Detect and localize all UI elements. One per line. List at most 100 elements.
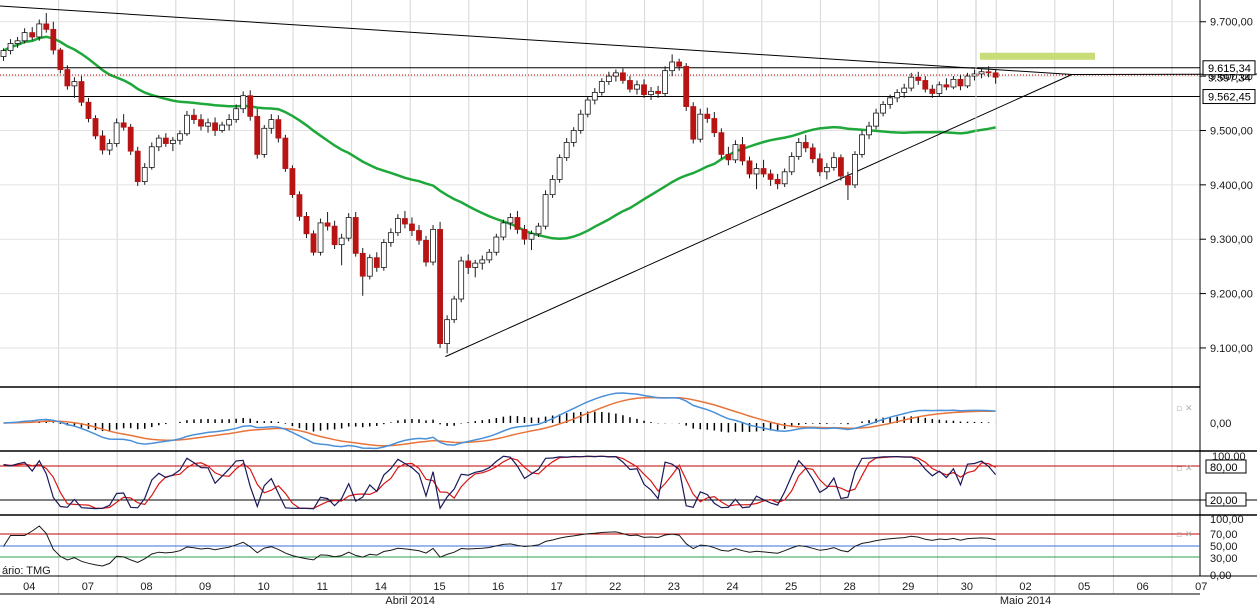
stochastic-k-line <box>3 455 997 510</box>
trendline-resistance[interactable] <box>0 5 1073 75</box>
candle-up <box>556 157 563 180</box>
candle-down <box>134 150 141 182</box>
candle-up <box>493 236 500 253</box>
candle-up <box>366 257 373 277</box>
candle-up <box>612 72 619 77</box>
candle-up <box>507 217 514 224</box>
candle-down <box>212 122 218 131</box>
candle-down <box>802 142 809 149</box>
candle-up <box>887 97 894 105</box>
candle-up <box>788 156 795 173</box>
candle-up <box>732 144 739 161</box>
candle-down <box>29 32 36 38</box>
price-gridlines <box>0 21 1200 349</box>
candle-up <box>781 171 788 185</box>
candle-down <box>310 233 317 253</box>
candle-down <box>162 137 169 144</box>
candle-down <box>760 168 767 175</box>
date-axis: 04 07 08 09 10 11 14 15 16 17 22 23 24 25 28 29 30 02 05 06… <box>0 575 1257 604</box>
day-label: 23 <box>668 581 680 593</box>
candle-down <box>845 175 851 186</box>
candle-up <box>570 130 577 143</box>
stochastic-panel-close-icon[interactable]: ▫ ✕ <box>1176 464 1193 474</box>
candle-up <box>549 179 556 196</box>
day-label: 25 <box>785 581 797 593</box>
candle-down <box>423 239 429 263</box>
stochastic-80-label: 80,00 <box>1210 462 1238 474</box>
candle-down <box>957 78 964 87</box>
day-label: 11 <box>317 581 328 593</box>
candle-down <box>816 158 823 173</box>
candle-up <box>500 222 507 238</box>
candle-up <box>662 70 669 94</box>
candle-down <box>409 223 415 231</box>
price-tag-label: 9.562,45 <box>1208 92 1251 104</box>
day-label: 07 <box>1195 581 1207 593</box>
candle-down <box>641 84 647 95</box>
candle-up <box>859 134 865 155</box>
price-tag-label: 9.615,34 <box>1208 63 1251 75</box>
candle-down <box>690 106 697 140</box>
candle-down <box>718 132 725 155</box>
price-tags: 9.615,349.597,34 9.562,45 <box>1202 60 1256 105</box>
candle-down <box>985 71 992 74</box>
macd-line <box>3 392 996 450</box>
candle-up <box>205 122 211 127</box>
candle-down <box>85 101 92 119</box>
candle-down <box>739 144 746 162</box>
candle-up <box>169 139 176 144</box>
rsi-line <box>3 525 996 567</box>
price-tag-box <box>1202 60 1256 76</box>
day-label: 02 <box>1019 581 1031 593</box>
candle-down <box>992 72 999 78</box>
candle-up <box>978 71 985 75</box>
candle-down <box>373 257 380 268</box>
price-tick-label: 9.700,00 <box>1210 17 1253 29</box>
day-label: 14 <box>375 581 387 593</box>
price-tick-label: 9.100,00 <box>1210 343 1253 355</box>
candle-up <box>866 125 872 136</box>
day-label: 05 <box>1078 581 1090 593</box>
candle-down <box>282 137 289 169</box>
trendlines <box>0 5 1257 358</box>
candle-down <box>627 80 633 90</box>
stochastic-panel: 100,00 80,00 20,00 ▫ ✕ <box>0 451 1257 510</box>
candle-up <box>387 232 394 243</box>
candle-up <box>148 146 155 168</box>
candle-down <box>922 80 929 90</box>
candle-down <box>416 230 422 241</box>
candle-up <box>901 87 908 93</box>
candle-up <box>430 229 436 263</box>
candle-down <box>725 153 732 161</box>
candle-up <box>36 23 43 38</box>
candle-down <box>915 76 922 81</box>
rsi-30-label: 30,00 <box>1210 553 1238 565</box>
candle-up <box>0 50 7 57</box>
macd-histogram <box>9 411 997 433</box>
day-label: 22 <box>609 581 621 593</box>
candle-up <box>880 103 887 114</box>
candlesticks <box>0 13 999 354</box>
candle-up <box>577 113 584 131</box>
candle-down <box>191 114 197 121</box>
candle-up <box>795 142 802 157</box>
candle-up <box>697 113 704 140</box>
candle-up <box>317 222 324 253</box>
target-zone-box <box>980 52 1095 60</box>
candle-up <box>226 119 233 126</box>
candle-down <box>324 222 331 227</box>
price-tick-label: 9.500,00 <box>1210 125 1253 137</box>
candle-up <box>233 108 240 121</box>
day-label: 06 <box>1137 581 1149 593</box>
trendline-projection-lower[interactable] <box>1071 73 1257 75</box>
candle-up <box>240 95 247 110</box>
rsi-70-label: 70,00 <box>1210 529 1238 541</box>
candle-up <box>535 225 542 235</box>
candle-down <box>683 65 690 107</box>
candle-up <box>268 119 275 129</box>
trendline-support[interactable] <box>445 74 1073 358</box>
macd-panel-close-icon[interactable]: ▫ ✕ <box>1176 404 1193 414</box>
candle-up <box>542 194 549 227</box>
candle-up <box>486 251 493 261</box>
rsi-panel-close-icon[interactable]: ▫ ✕ <box>1176 530 1193 540</box>
